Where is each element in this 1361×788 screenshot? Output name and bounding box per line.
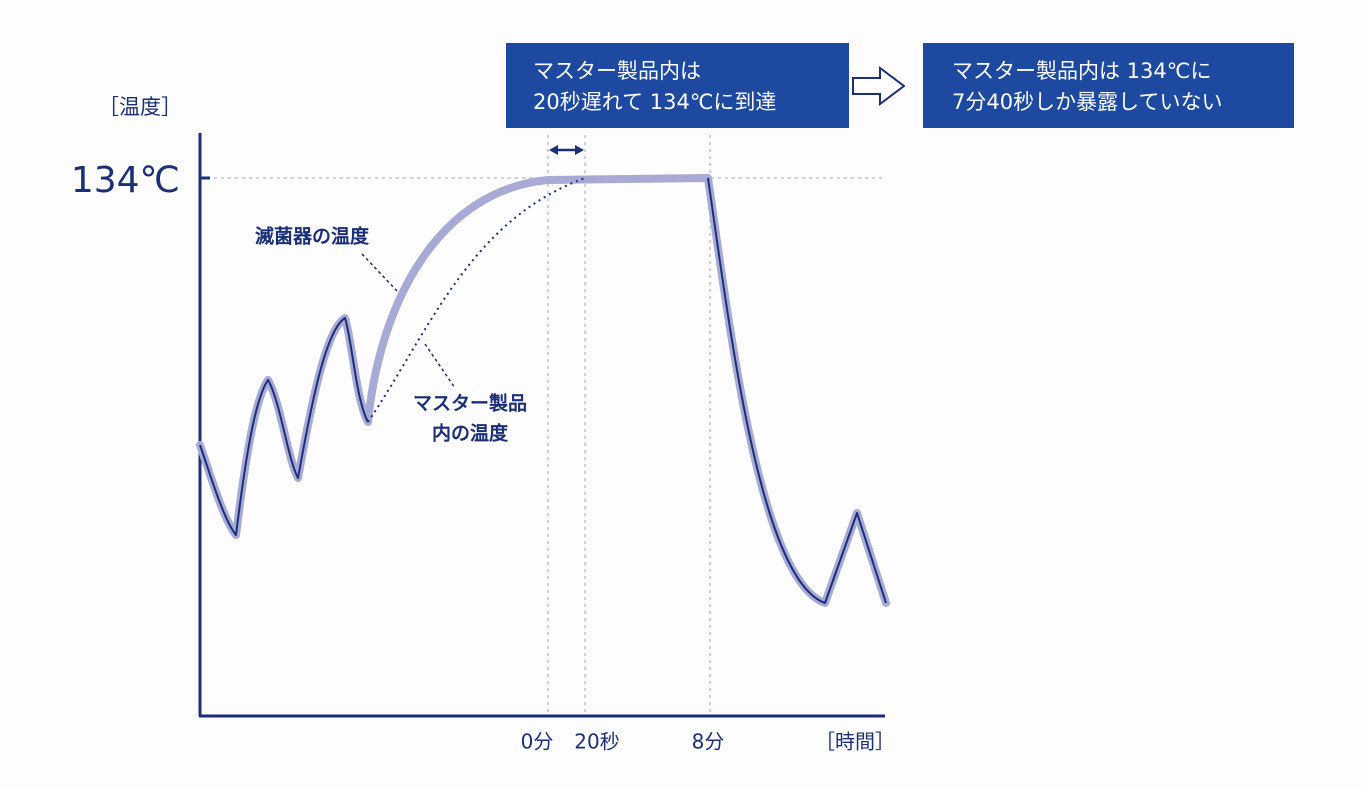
product-curve [367,177,586,423]
curve-label: 滅菌器の温度 [255,225,370,248]
callout-text: マスター製品内は 134℃に [952,59,1211,83]
delay-arrow [549,145,584,155]
y-axis-label: ［温度］ [98,95,182,119]
callout-text: 20秒遅れて 134℃に到達 [533,90,776,114]
leader-line [361,253,399,293]
sterilizer-curve [707,177,887,604]
curve-label: マスター製品 [413,393,527,415]
callout-text: マスター製品内は [533,59,701,83]
sterilizer-curve [199,317,369,536]
flow-arrow [852,66,906,106]
x-tick-label: 8分 [692,730,725,754]
level-label: 134℃ [71,160,180,201]
axes [198,133,885,718]
x-tick-label: 0分 [521,730,554,754]
callout-text: 7分40秒しか暴露していない [952,90,1222,114]
curve-label: 内の温度 [432,422,509,445]
guides [200,135,885,716]
x-axis-label: ［時間］ [815,730,895,754]
callout-box [506,43,849,128]
x-tick-label: 20秒 [574,730,619,754]
leader-line [424,343,456,389]
callout-box [923,43,1294,128]
